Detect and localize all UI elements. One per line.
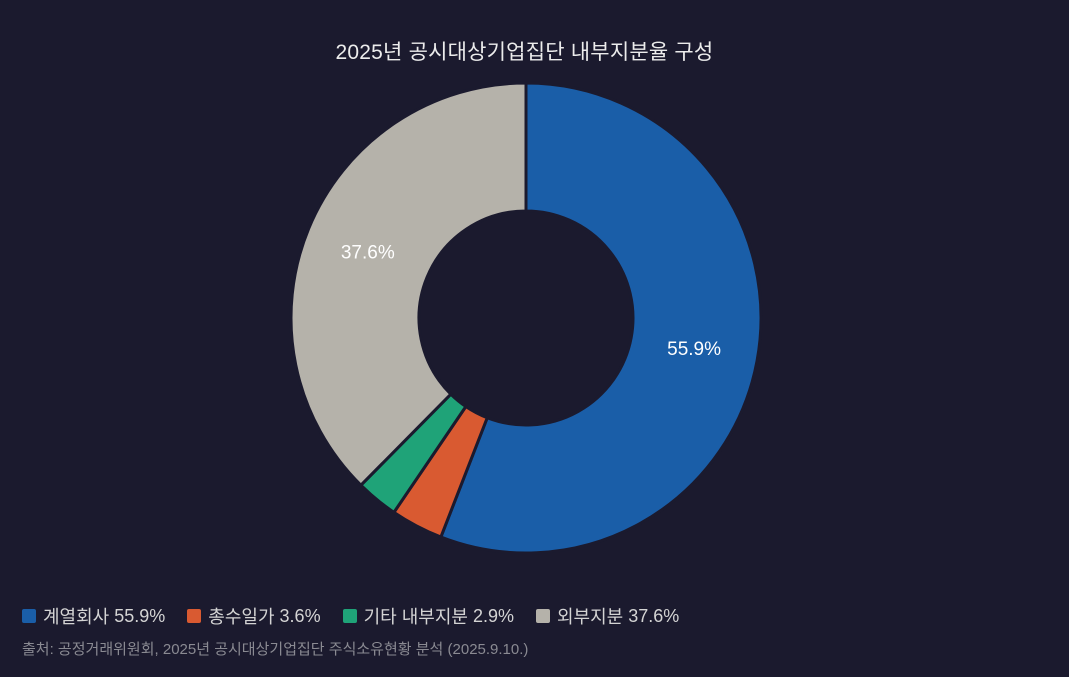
donut-chart: 55.9% 37.6% — [289, 81, 763, 555]
slice-affiliates[interactable] — [438, 81, 763, 555]
legend-value: 55.9% — [114, 605, 166, 626]
legend-swatch — [187, 609, 202, 623]
legend-item-other-internal[interactable]: 기타 내부지분 2.9% — [342, 603, 514, 629]
legend: 계열회사 55.9% 총수일가 3.6% 기타 내부지분 2.9% 외부지분 3… — [22, 603, 701, 629]
legend-item-owner-family[interactable]: 총수일가 3.6% — [187, 603, 321, 629]
legend-item-external[interactable]: 외부지분 37.6% — [535, 603, 680, 629]
legend-value: 37.6% — [628, 605, 680, 626]
legend-value: 2.9% — [472, 605, 514, 626]
legend-label: 총수일가 — [208, 607, 275, 627]
data-label-affiliates: 55.9% — [667, 339, 721, 360]
legend-swatch — [342, 609, 357, 623]
legend-value: 3.6% — [279, 605, 321, 626]
chart-title: 2025년 공시대상기업집단 내부지분율 구성 — [335, 41, 714, 64]
data-label-external: 37.6% — [341, 243, 395, 264]
legend-swatch — [535, 609, 550, 623]
legend-swatch — [22, 609, 36, 623]
slice-external[interactable] — [289, 81, 528, 488]
legend-label: 기타 내부지분 — [363, 607, 468, 627]
legend-label: 계열회사 — [43, 607, 110, 627]
legend-item-affiliates[interactable]: 계열회사 55.9% — [22, 603, 165, 629]
source-note: 출처: 공정거래위원회, 2025년 공시대상기업집단 주식소유현황 분석 (2… — [22, 641, 529, 658]
legend-label: 외부지분 — [556, 607, 624, 627]
